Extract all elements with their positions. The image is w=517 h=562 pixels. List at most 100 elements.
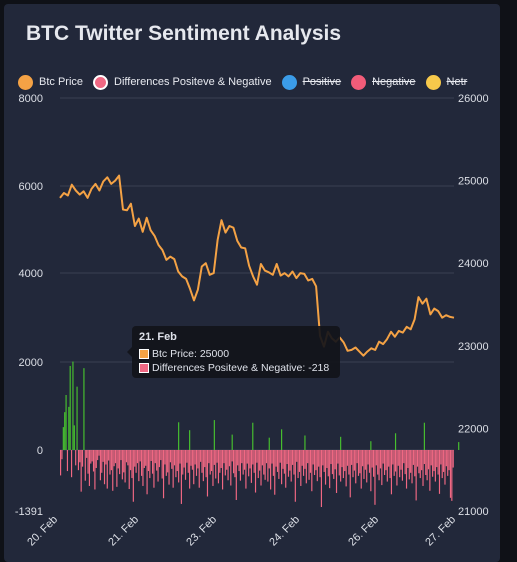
diff-bar-122 — [227, 450, 229, 481]
diff-bar-83 — [173, 450, 176, 466]
diff-bar-194 — [326, 450, 328, 468]
diff-bar-104 — [202, 450, 204, 482]
diff-bar-82 — [172, 450, 174, 488]
diff-bar-224 — [367, 450, 369, 465]
diff-bar-80 — [169, 450, 171, 463]
diff-bar-229 — [374, 450, 376, 505]
diff-bar-189 — [319, 450, 321, 478]
diff-bar-37 — [110, 450, 112, 471]
diff-bar-151 — [267, 450, 269, 482]
diff-bar-282 — [447, 450, 449, 476]
diff-bar-246 — [397, 450, 399, 466]
diff-spike-1 — [189, 430, 191, 450]
legend-item-3[interactable]: Negative — [351, 74, 416, 90]
diff-bar-223 — [366, 450, 368, 483]
diff-bar-156 — [274, 450, 276, 495]
diff-bar-258 — [414, 450, 416, 477]
diff-bar-244 — [394, 450, 397, 472]
diff-bar-219 — [360, 450, 362, 489]
tooltip-caret — [127, 347, 132, 357]
diff-bar-201 — [335, 450, 338, 493]
diff-bar-59 — [141, 450, 143, 476]
diff-spike-4 — [252, 422, 254, 450]
diff-bar-214 — [353, 450, 355, 471]
diff-bar-55 — [135, 450, 137, 473]
diff-bar-253 — [407, 450, 409, 468]
diff-bar-181 — [308, 450, 310, 480]
diff-spike-3 — [231, 434, 233, 450]
diff-bar-2 — [62, 427, 64, 450]
diff-bar-65 — [149, 450, 151, 479]
diff-spike-2 — [213, 420, 215, 450]
legend-item-4[interactable]: Netr — [425, 74, 467, 90]
tooltip-swatch-price — [139, 349, 149, 359]
diff-bar-98 — [194, 450, 196, 465]
diff-bar-52 — [131, 450, 133, 479]
diff-bar-163 — [283, 450, 285, 474]
diff-bar-197 — [330, 450, 332, 465]
diff-bar-150 — [265, 450, 268, 464]
diff-bar-10 — [73, 425, 75, 450]
diff-bar-110 — [211, 450, 213, 472]
diff-bar-81 — [171, 450, 173, 469]
tooltip-diff-label: Differences Positeve & Negative: -218 — [152, 362, 330, 374]
diff-bar-41 — [116, 450, 118, 487]
diff-bar-211 — [349, 450, 351, 498]
diff-bar-94 — [189, 450, 191, 489]
diff-bar-101 — [198, 450, 200, 488]
diff-bar-34 — [106, 450, 108, 489]
diff-bar-18 — [84, 450, 86, 481]
diff-bar-71 — [157, 450, 159, 482]
legend-item-2[interactable]: Positive — [281, 74, 341, 90]
diff-bar-76 — [164, 450, 166, 465]
diff-bar-191 — [322, 450, 324, 466]
diff-bar-172 — [296, 450, 298, 462]
x-tick-0: 20. Feb — [25, 514, 60, 549]
diff-bar-200 — [334, 450, 336, 470]
diff-bar-84 — [175, 450, 177, 478]
x-tick-3: 24. Feb — [267, 514, 302, 549]
diff-bar-33 — [105, 450, 107, 465]
diff-bar-73 — [160, 450, 162, 461]
diff-bar-220 — [362, 450, 364, 467]
diff-bar-30 — [101, 450, 103, 473]
diff-bar-62 — [145, 450, 147, 466]
diff-bar-1 — [61, 450, 63, 460]
diff-bar-86 — [178, 450, 180, 483]
diff-bar-49 — [127, 450, 129, 466]
tooltip-price-label: Btc Price: 25000 — [152, 348, 230, 360]
diff-bar-263 — [421, 450, 423, 471]
diff-bar-281 — [445, 450, 447, 467]
diff-bar-53 — [132, 450, 134, 502]
diff-bar-6 — [68, 406, 70, 450]
diff-bar-149 — [264, 450, 266, 480]
diff-bar-212 — [351, 450, 353, 465]
diff-bar-274 — [436, 450, 438, 468]
diff-bar-179 — [305, 450, 307, 484]
diff-bar-99 — [195, 450, 198, 476]
diff-bar-35 — [108, 450, 110, 461]
diff-bar-261 — [418, 450, 420, 474]
diff-bar-166 — [287, 450, 290, 477]
legend-label-3: Negative — [372, 76, 416, 88]
diff-bar-259 — [415, 450, 417, 501]
diff-bar-56 — [136, 450, 139, 464]
diff-bar-203 — [338, 450, 340, 476]
diff-bar-249 — [401, 450, 403, 481]
diff-spike-5 — [268, 437, 270, 450]
diff-bar-247 — [399, 450, 401, 478]
legend-item-1[interactable]: Differences Positeve & Negative — [93, 74, 272, 90]
legend-marker-1 — [93, 74, 109, 90]
diff-bar-245 — [396, 450, 398, 486]
diff-bar-202 — [337, 450, 339, 464]
y-left-tick-4: 0 — [37, 445, 43, 457]
diff-bar-64 — [147, 450, 150, 472]
diff-bar-93 — [187, 450, 189, 473]
diff-bar-242 — [392, 450, 394, 465]
diff-bar-158 — [276, 450, 279, 472]
legend-item-0[interactable]: Btc Price — [18, 74, 83, 90]
diff-bar-243 — [393, 450, 395, 476]
diff-bar-177 — [302, 450, 305, 476]
diff-bar-97 — [193, 450, 195, 485]
diff-bar-269 — [429, 450, 431, 491]
